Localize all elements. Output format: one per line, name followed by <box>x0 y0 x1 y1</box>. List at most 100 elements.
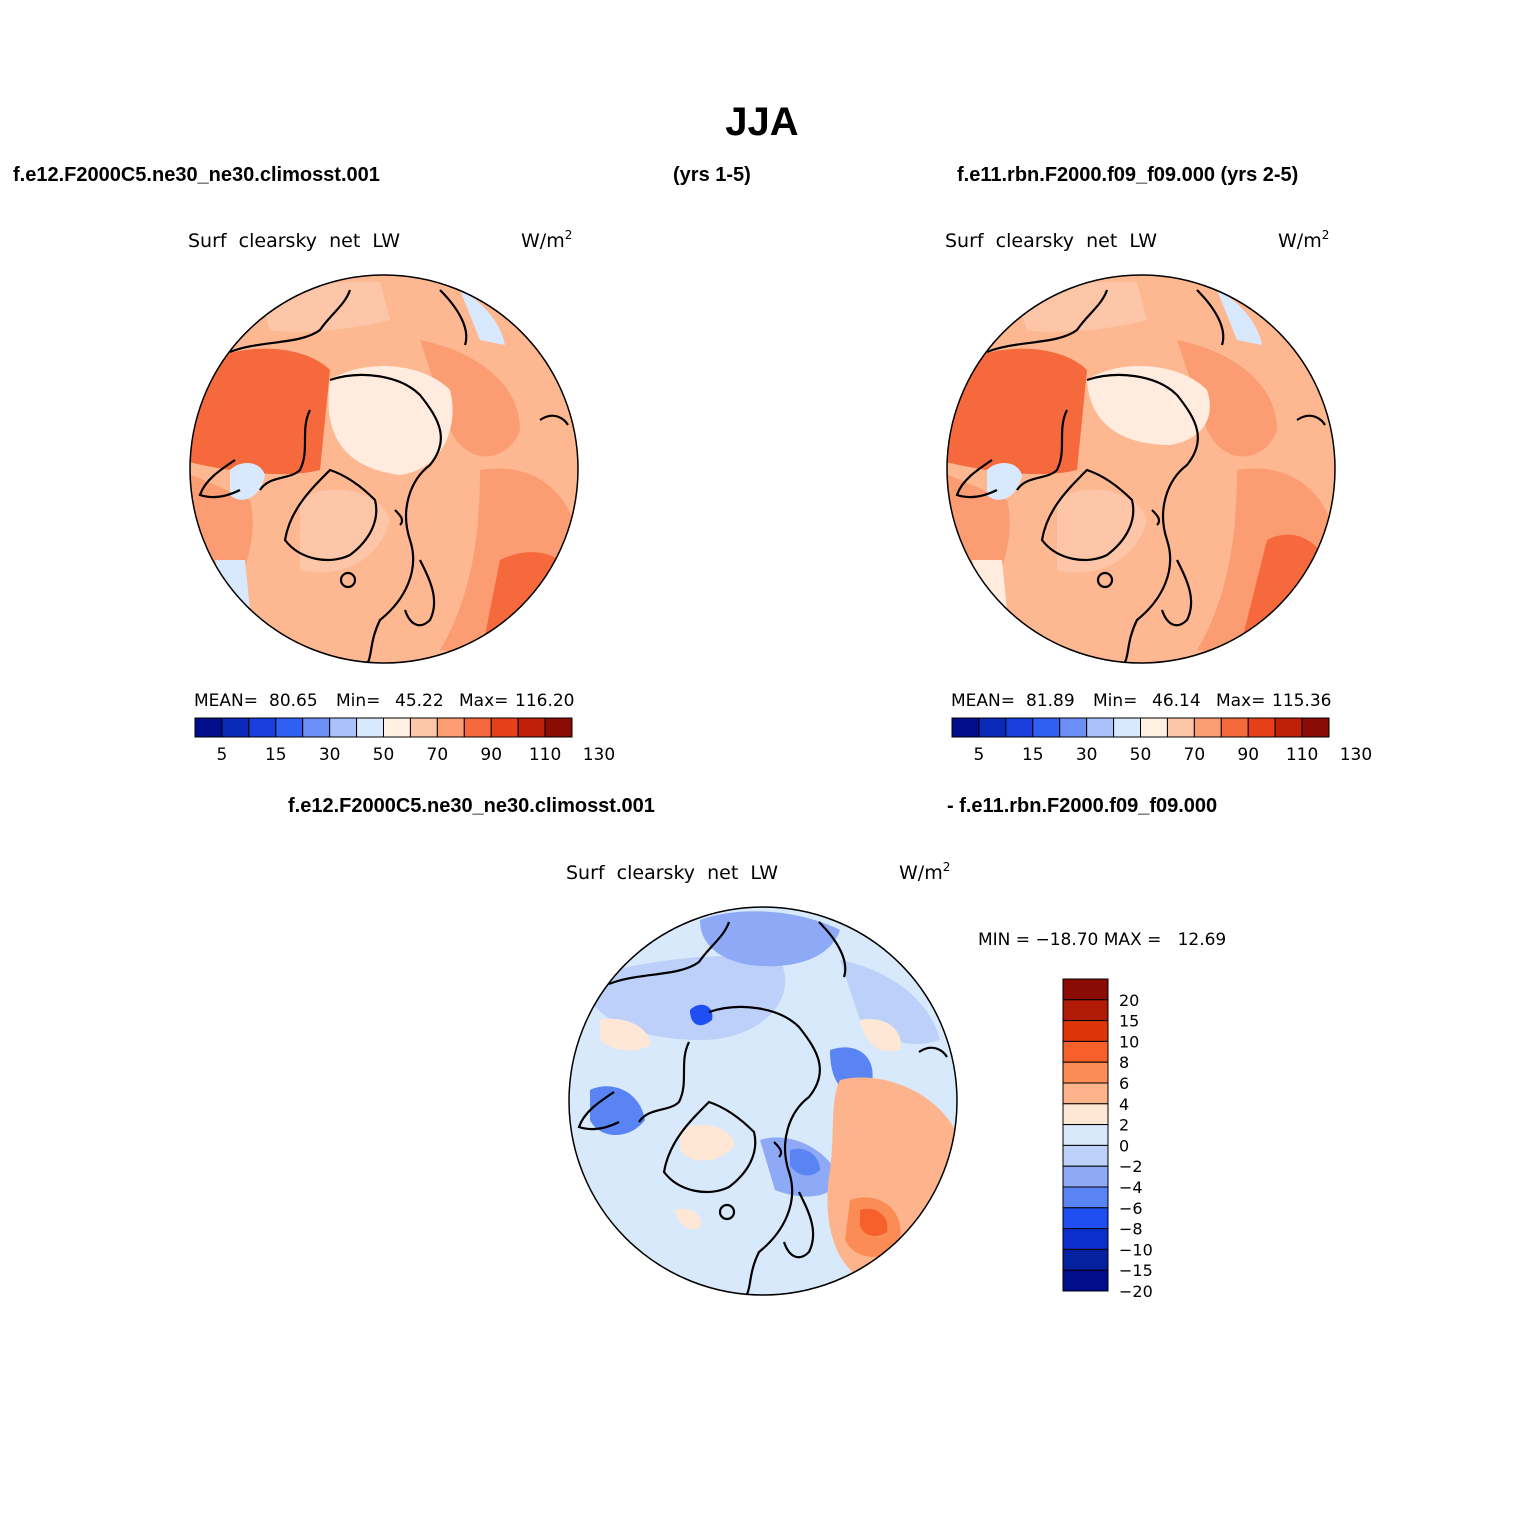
diff-colorbar-label: 6 <box>1119 1074 1129 1093</box>
right-stats-mean: 81.89 <box>1026 691 1075 711</box>
diff-colorbar-box <box>1062 1040 1109 1063</box>
right-colorbar-box <box>951 717 980 738</box>
diff-colorbar-box <box>1062 1082 1109 1105</box>
left-colorbar-box <box>275 717 304 738</box>
right-colorbar-label: 130 <box>1340 745 1372 765</box>
right-colorbar-label: 70 <box>1184 745 1206 765</box>
right-stats-mean-label: MEAN= <box>951 691 1015 711</box>
left-colorbar-label: 130 <box>583 745 615 765</box>
right-colorbar-box <box>1140 717 1168 738</box>
diff-colorbar-label: 8 <box>1119 1053 1129 1072</box>
right-coastlines <box>955 289 1326 663</box>
right-colorbar-box <box>1032 717 1061 738</box>
left-colorbar-label: 50 <box>373 745 395 765</box>
left-stats: MEAN= 80.65 Min= 45.22 Max= 116.20 <box>194 691 574 711</box>
left-colorbar-box <box>409 717 438 738</box>
right-colorbar-label: 50 <box>1130 745 1152 765</box>
diff-colorbar-box <box>1062 1228 1109 1250</box>
left-colorbar-box <box>436 717 465 738</box>
diff-colorbar-label: 4 <box>1119 1095 1129 1114</box>
left-colorbar-box <box>383 717 411 738</box>
left-units: W/m2 <box>521 228 572 252</box>
left-colorbar-label: 5 <box>217 745 228 765</box>
diff-colorbar-box <box>1062 1165 1109 1188</box>
diff-map-border <box>568 906 958 1296</box>
diff-colorbar-box <box>1062 1124 1109 1146</box>
left-colorbar-box <box>329 717 358 738</box>
right-colorbar-label: 90 <box>1237 745 1259 765</box>
diff-colorbar-box <box>1062 1020 1109 1042</box>
left-map-border <box>189 274 579 664</box>
left-stats-min: 45.22 <box>395 691 444 711</box>
right-map-border <box>946 274 1336 664</box>
left-stats-mean: 80.65 <box>269 691 318 711</box>
left-colorbar-label: 15 <box>265 745 287 765</box>
left-colorbar-label: 70 <box>427 745 449 765</box>
left-colorbar-box <box>517 717 546 738</box>
diff-colorbar-box <box>1062 978 1109 1001</box>
right-stats-min: 46.14 <box>1152 691 1201 711</box>
diff-colorbar-label: 15 <box>1119 1012 1139 1031</box>
left-stats-mean-label: MEAN= <box>194 691 258 711</box>
diff-colorbar-box <box>1062 1207 1109 1230</box>
diff-colorbar-label: −2 <box>1119 1157 1143 1176</box>
left-colorbar-box <box>490 717 519 738</box>
left-colorbar: 5 15 30 50 70 90 110 130 <box>194 717 615 765</box>
diff-polar-map <box>569 907 957 1295</box>
left-panel: Surf clearsky net LW W/m2 <box>188 228 615 765</box>
right-colorbar-box <box>1113 717 1141 738</box>
right-colorbar-label: 15 <box>1022 745 1044 765</box>
diff-colorbar-label: −8 <box>1119 1220 1143 1239</box>
diff-colorbar-label: 20 <box>1119 991 1139 1010</box>
diff-case-b-label: - f.e11.rbn.F2000.f09_f09.000 <box>947 795 1217 817</box>
right-polar-map <box>947 275 1335 663</box>
left-colorbar-box <box>302 717 331 738</box>
right-panel: Surf clearsky net LW W/m2 <box>945 228 1372 765</box>
figure-title: JJA <box>725 100 798 144</box>
right-colorbar-box <box>1247 717 1276 738</box>
diff-stats: MIN = −18.70 MAX = 12.69 <box>978 930 1226 950</box>
left-colorbar-box <box>194 717 223 738</box>
diff-colorbar-label: −6 <box>1119 1199 1143 1218</box>
diff-colorbar-box <box>1062 999 1109 1022</box>
right-stats-max: 115.36 <box>1272 691 1331 711</box>
right-colorbar-box <box>1274 717 1303 738</box>
left-colorbar-box <box>356 717 385 738</box>
right-colorbar-box <box>1220 717 1249 738</box>
diff-units: W/m2 <box>899 860 950 884</box>
left-colorbar-label: 90 <box>480 745 502 765</box>
diff-panel: Surf clearsky net LW W/m2 <box>566 860 1226 1301</box>
right-stats-max-label: Max= <box>1216 691 1265 711</box>
right-colorbar: 5 15 30 50 70 90 110 130 <box>951 717 1372 765</box>
left-colorbar-box <box>544 717 573 738</box>
diff-case-a-label: f.e12.F2000C5.ne30_ne30.climosst.001 <box>288 795 655 817</box>
left-coastlines <box>198 289 569 663</box>
diff-colorbar-box <box>1062 1248 1109 1271</box>
diff-colorbar-box <box>1062 1144 1109 1167</box>
left-colorbar-box <box>221 717 250 738</box>
left-polar-map <box>190 275 578 663</box>
right-units: W/m2 <box>1278 228 1329 252</box>
right-colorbar-label: 30 <box>1076 745 1098 765</box>
left-colorbar-label: 30 <box>319 745 341 765</box>
right-colorbar-box <box>1059 717 1088 738</box>
right-stats-min-label: Min= <box>1093 691 1137 711</box>
diff-colorbar-label: −10 <box>1119 1240 1153 1259</box>
diff-colorbar-box <box>1062 1103 1109 1126</box>
right-variable-title: Surf clearsky net LW <box>945 230 1157 252</box>
left-stats-max: 116.20 <box>515 691 574 711</box>
left-stats-max-label: Max= <box>459 691 508 711</box>
diff-colorbar-label: −15 <box>1119 1261 1153 1280</box>
diff-colorbar-label: 2 <box>1119 1116 1129 1135</box>
diff-colorbar-box <box>1062 1061 1109 1084</box>
right-colorbar-label: 5 <box>974 745 985 765</box>
diff-coastlines <box>577 921 948 1295</box>
right-colorbar-label: 110 <box>1286 745 1318 765</box>
right-stats: MEAN= 81.89 Min= 46.14 Max= 115.36 <box>951 691 1331 711</box>
diff-colorbar-label: 10 <box>1119 1032 1139 1051</box>
right-colorbar-box <box>1166 717 1195 738</box>
diff-colorbar-box <box>1062 1186 1109 1209</box>
right-colorbar-box <box>1005 717 1034 738</box>
